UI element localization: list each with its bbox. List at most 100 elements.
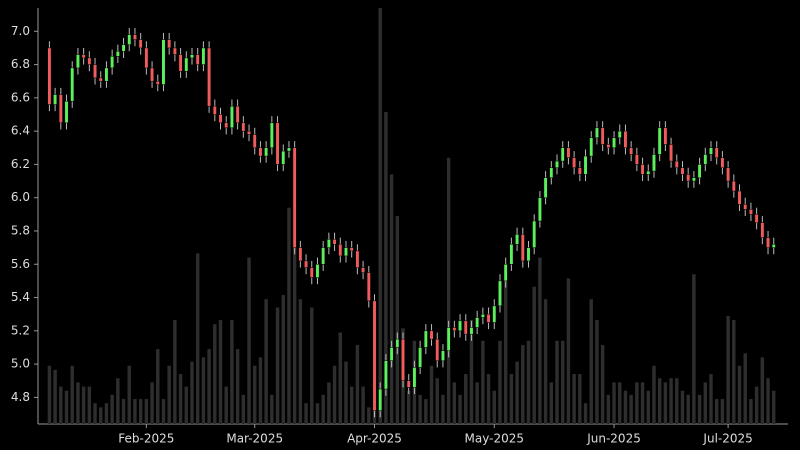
y-tick-label: 6.0 <box>11 190 30 204</box>
candle-body <box>218 114 223 124</box>
volume-bar <box>572 374 576 424</box>
candle-body <box>754 214 759 223</box>
volume-bar <box>555 340 559 424</box>
y-tick-label: 5.8 <box>11 223 30 237</box>
volume-bar <box>355 344 360 424</box>
candle-body <box>110 56 115 69</box>
volume-bar <box>93 403 97 424</box>
volume-bar <box>766 378 770 424</box>
candle-body <box>195 54 200 65</box>
volume-bar <box>612 382 616 424</box>
candle-body <box>429 330 434 340</box>
volume-bar <box>121 399 126 424</box>
candle-body <box>452 327 457 332</box>
candle-body <box>395 338 400 348</box>
volume-bar <box>298 299 303 424</box>
candle-body <box>361 267 366 273</box>
candle-body <box>121 44 126 52</box>
candle-body <box>509 244 514 265</box>
volume-bar <box>652 365 656 424</box>
volume-bar <box>566 278 571 424</box>
volume-bar <box>81 386 86 424</box>
volume-bar <box>258 357 263 424</box>
volume-bar <box>532 286 536 424</box>
candle-body <box>389 347 394 362</box>
volume-bar <box>235 349 240 424</box>
volume-bar <box>498 340 502 424</box>
volume-bar <box>287 207 291 424</box>
x-tick-label: Apr-2025 <box>347 432 402 446</box>
volume-bar <box>526 340 531 424</box>
y-tick-label: 4.8 <box>11 390 30 404</box>
volume-bar <box>578 374 582 424</box>
candle-body <box>326 239 331 248</box>
y-tick-label: 6.8 <box>11 57 30 71</box>
volume-bar <box>253 365 257 424</box>
candle-body <box>606 144 611 149</box>
candle-body <box>70 67 75 102</box>
volume-bar <box>646 390 650 424</box>
candle-body <box>252 134 257 149</box>
candle-body <box>703 154 708 165</box>
volume-bar <box>720 399 725 424</box>
candle-body <box>600 127 605 145</box>
candle-body <box>458 320 463 332</box>
candle-body <box>378 388 383 411</box>
volume-bar <box>418 394 422 424</box>
candle-body <box>406 380 411 388</box>
volume-bar <box>623 390 628 424</box>
y-tick-label: 6.4 <box>11 124 30 138</box>
candle-body <box>537 197 542 222</box>
candle-body <box>589 137 594 157</box>
x-tick-label: May-2025 <box>465 432 524 446</box>
candle-body <box>726 167 731 182</box>
volume-bar <box>640 382 645 424</box>
volume-bar <box>218 320 223 424</box>
candle-body <box>515 234 520 245</box>
candle-body <box>115 51 120 57</box>
volume-bar <box>76 382 80 424</box>
volume-bar <box>618 382 622 424</box>
volume-bar <box>407 390 411 424</box>
candle-body <box>47 47 52 105</box>
volume-bar <box>543 299 548 424</box>
volume-bar <box>663 382 668 424</box>
volume-bar <box>452 382 457 424</box>
volume-bar <box>446 157 451 424</box>
candle-body <box>190 54 194 59</box>
volume-bar <box>680 390 685 424</box>
volume-bar <box>281 295 285 424</box>
volume-bar <box>583 403 588 424</box>
candle-body <box>446 327 451 352</box>
volume-bar <box>635 382 639 424</box>
candle-body <box>469 327 474 335</box>
candle-body <box>669 144 674 162</box>
volume-bar <box>247 257 251 424</box>
volume-bar <box>47 365 52 424</box>
candle-body <box>720 157 725 168</box>
volume-bar <box>703 382 708 424</box>
y-tick-label: 5.0 <box>11 357 30 371</box>
volume-bar <box>59 386 63 424</box>
volume-bar <box>686 394 690 424</box>
volume-bar <box>509 374 514 424</box>
candle-body <box>75 54 80 69</box>
candle-body <box>64 100 69 124</box>
candle-body <box>366 272 371 302</box>
candle-body <box>58 94 63 124</box>
y-tick-label: 5.2 <box>11 323 30 337</box>
volume-bar <box>344 361 348 424</box>
volume-bar <box>64 390 69 424</box>
volume-bar <box>127 365 131 424</box>
candle-body <box>178 54 183 72</box>
volume-bar <box>201 357 206 424</box>
candle-body <box>629 147 634 155</box>
candle-body <box>104 67 109 82</box>
volume-bar <box>178 374 183 424</box>
candle-body <box>771 244 776 248</box>
candle-body <box>332 239 337 245</box>
volume-bar <box>195 253 200 424</box>
volume-bar <box>754 386 759 424</box>
volume-bar <box>657 378 662 424</box>
volume-bar <box>732 320 736 424</box>
